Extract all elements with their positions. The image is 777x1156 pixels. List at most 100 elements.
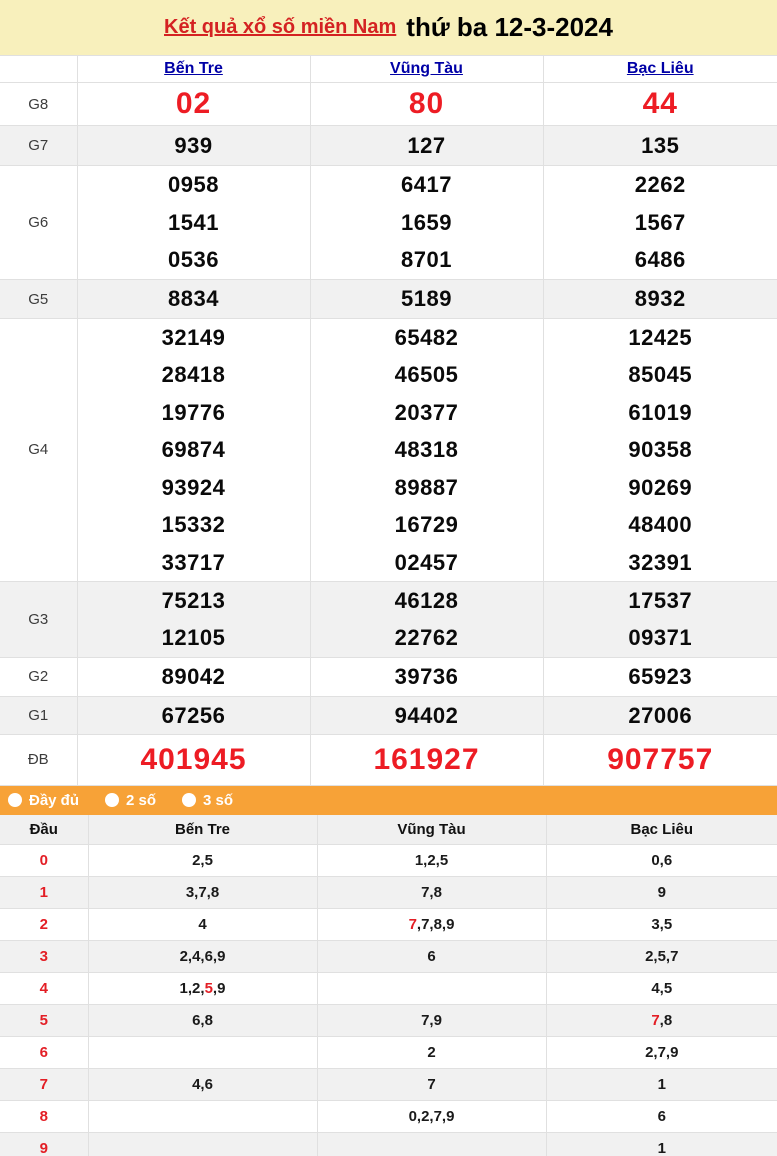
tail-value: 2,4,6,9 [179,948,226,966]
province-link-2[interactable]: Vũng Tàu [390,60,463,77]
province-link-3[interactable]: Bạc Liêu [626,60,694,77]
tail-values-cell: 4,5 [545,972,777,1006]
tail-value: 3,5 [651,916,673,934]
prize-cell: 80 [309,82,544,126]
tail-values-cell: 7,8 [545,1004,777,1038]
tail-digit: 7 [0,1068,89,1102]
prize-cell: 02 [76,82,311,126]
tail-value: 6 [427,948,436,966]
prize-number: 33717 [161,549,226,575]
tail-values-cell: 6 [316,940,547,974]
prize-label: ĐB [0,733,78,786]
prize-number: 65482 [394,325,459,351]
tail-row-8: 8 0,2,7,9 6 [0,1100,777,1134]
prize-cell: 65923 [542,656,777,697]
prize-number: 61019 [628,399,693,425]
prize-number: 67256 [161,702,226,728]
prize-cell: 8932 [542,279,777,320]
province-link-1[interactable]: Bến Tre [164,60,223,77]
results-table: Bến Tre Vũng Tàu Bạc Liêu G8 02 80 44 G7 939 127… [0,55,777,786]
prize-number: 44 [642,87,678,120]
prize-number: 28418 [161,362,226,388]
prize-number: 89042 [161,663,226,689]
tail-value: 2,7,9 [645,1044,679,1062]
prize-number: 6417 [401,172,452,197]
prize-number: 2262 [634,172,686,197]
prize-cell: 6417 1659 8701 [309,164,544,281]
tail-values-cell: 1 [545,1068,777,1102]
prize-number: 401945 [140,742,247,776]
prize-number: 0536 [168,247,219,273]
prize-cell: 135 [542,125,777,166]
tail-value: 3,7,8 [185,884,220,902]
prize-number: 12105 [161,625,226,651]
prize-number: 80 [408,87,445,120]
prize-number: 39736 [394,663,459,689]
prize-number: 75213 [161,587,226,613]
prize-cell: 65482 46505 20377 48318 89887 16729 02457 [309,318,544,582]
tail-value: 1 [657,1140,666,1156]
tail-value: 2 [427,1044,436,1062]
prize-number: 0958 [168,172,219,197]
prize-cell: 17537 09371 [542,580,777,658]
prize-number: 15332 [161,512,226,538]
prize-number: 94402 [394,702,459,728]
prize-number: 09371 [628,625,693,651]
prize-cell: 161927 [309,733,544,786]
radio-icon [8,793,22,808]
filter-option-3[interactable]: 3 số [182,792,233,809]
filter-option-label: Đầy đủ [29,791,80,809]
tail-row-7: 7 4,6 7 1 [0,1068,777,1102]
tail-values-cell: 7,7,8,9 [316,908,547,942]
prize-label: G8 [0,82,78,126]
filter-option-2[interactable]: 2 số [105,792,156,809]
prize-number: 48318 [394,437,459,463]
radio-icon [182,793,197,808]
prize-number: 8834 [168,286,219,312]
tail-digit: 8 [0,1100,89,1134]
tail-value-highlight: 7 [651,1012,660,1030]
prize-cell: 907757 [542,733,777,786]
prize-row-G1: G1 67256 94402 27006 [0,695,777,735]
prize-number: 8932 [634,286,686,312]
tail-row-0: 0 2,5 1,2,5 0,6 [0,844,777,878]
prize-cell: 39736 [309,656,544,697]
prize-number: 1541 [168,209,219,235]
tail-values-cell: 2,4,6,9 [87,940,318,974]
tails-header-cell: Bến Tre [87,814,318,846]
prize-cell: 27006 [542,695,777,735]
tail-value: 2,5 [192,852,213,870]
draw-date: thứ ba 12-3-2024 [406,12,613,42]
prize-number: 17537 [628,587,693,613]
prize-label: G3 [0,580,78,658]
tail-values-cell [316,1132,547,1156]
region-title-link[interactable]: Kết quả xổ số miền Nam [164,16,397,38]
prize-number: 12425 [628,325,693,351]
tail-values-cell: 3,7,8 [87,876,318,910]
filter-option-label: 2 số [126,791,157,809]
tail-value: 2,5,7 [645,948,679,966]
prize-number: 907757 [607,742,714,776]
prize-number: 48400 [628,512,693,538]
prize-row-G6: G6 0958 1541 0536 6417 1659 8701 2262 1567 6486 [0,164,777,281]
tail-value: 9 [657,884,666,902]
tail-values-cell: 7 [316,1068,547,1102]
tail-values-cell: 9 [545,876,777,910]
tail-value: ,9 [212,980,226,998]
prize-cell: 127 [309,125,544,166]
filter-option-1[interactable]: Đầy đủ [8,792,79,809]
page-header: Kết quả xổ số miền Nam thứ ba 12-3-2024 [0,0,777,55]
province-header-cell: Bạc Liêu [542,55,777,83]
tail-values-cell: 6,8 [87,1004,318,1038]
prize-label: G1 [0,695,78,735]
tails-header-cell: Đầu [0,814,89,846]
prize-number: 16729 [394,512,459,538]
tail-values-cell: 4 [87,908,318,942]
prize-number: 8701 [401,247,452,273]
prize-label-header [0,55,78,83]
prize-number: 6486 [634,247,686,273]
tail-values-cell: 0,6 [545,844,777,878]
tail-value: 6,8 [192,1012,213,1030]
tail-values-cell: 0,2,7,9 [316,1100,547,1134]
